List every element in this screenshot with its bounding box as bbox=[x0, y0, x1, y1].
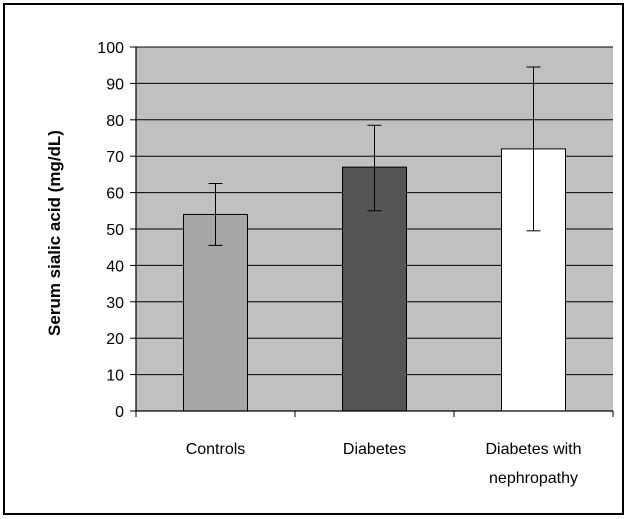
y-tick-label: 90 bbox=[106, 76, 124, 93]
bar-1 bbox=[183, 213, 248, 412]
y-tick-label: 20 bbox=[106, 331, 124, 348]
x-category-label: nephropathy bbox=[489, 470, 578, 487]
y-axis-label: Serum sialic acid (mg/dL) bbox=[45, 130, 64, 336]
y-tick-label: 40 bbox=[106, 258, 124, 275]
y-tick-label: 30 bbox=[106, 295, 124, 312]
x-category-label: Controls bbox=[186, 441, 246, 458]
y-tick-label: 70 bbox=[106, 149, 124, 166]
x-category-label: Diabetes bbox=[343, 441, 406, 458]
y-tick-label: 100 bbox=[97, 40, 124, 57]
y-tick-label: 80 bbox=[106, 113, 124, 130]
y-tick-label: 10 bbox=[106, 368, 124, 385]
y-tick-label: 60 bbox=[106, 186, 124, 203]
y-tick-label: 50 bbox=[106, 222, 124, 239]
y-tick-label: 0 bbox=[115, 404, 124, 421]
x-category-label: Diabetes with bbox=[485, 441, 581, 458]
